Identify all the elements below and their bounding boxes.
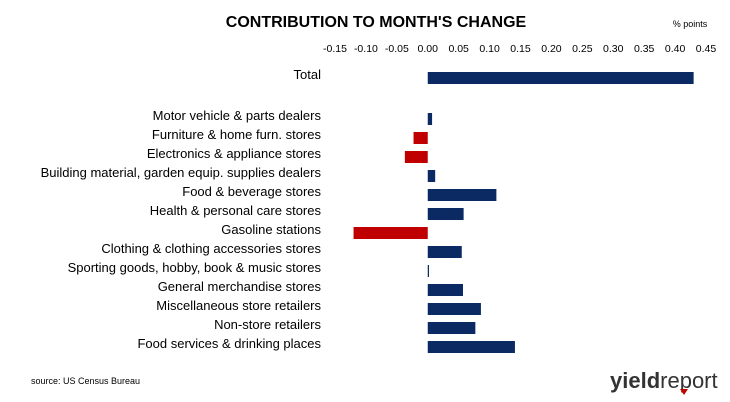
bar	[427, 246, 462, 258]
category-label: Health & personal care stores	[150, 203, 322, 218]
x-tick-label: 0.35	[634, 43, 655, 55]
source-note: source: US Census Bureau	[31, 376, 140, 386]
bar	[427, 322, 476, 334]
x-tick-label: 0.45	[696, 43, 717, 55]
bar	[404, 151, 428, 163]
bar	[427, 72, 694, 84]
logo-text-bold: yield	[610, 368, 660, 393]
category-labels: Total Motor vehicle & parts dealers Furnit…	[41, 67, 322, 351]
category-label: Building material, garden equip. supplie…	[41, 165, 322, 180]
category-label: Electronics & appliance stores	[147, 146, 322, 161]
bar	[427, 113, 433, 125]
category-label: Clothing & clothing accessories stores	[101, 241, 321, 256]
category-label: Food services & drinking places	[137, 336, 321, 351]
x-axis: -0.15 -0.10 -0.05 0.00 0.05 0.10 0.15 0.20 0.25 0…	[323, 43, 716, 55]
category-label: Total	[294, 67, 322, 82]
category-label: Sporting goods, hobby, book & music stor…	[68, 260, 322, 275]
svg-text:yieldreport: yieldreport	[610, 368, 718, 393]
bars	[353, 72, 694, 353]
category-label: Non-store retailers	[214, 317, 321, 332]
category-label: Gasoline stations	[221, 222, 321, 237]
category-label: Furniture & home furn. stores	[152, 127, 322, 142]
x-tick-label: -0.05	[385, 43, 409, 55]
category-label: Miscellaneous store retailers	[156, 298, 321, 313]
bar	[427, 341, 515, 353]
chart-title: CONTRIBUTION TO MONTH'S CHANGE	[226, 14, 527, 31]
units-label: % points	[673, 19, 708, 29]
x-tick-label: 0.15	[510, 43, 531, 55]
x-tick-label: 0.40	[665, 43, 686, 55]
bar	[427, 284, 463, 296]
x-tick-label: 0.05	[448, 43, 469, 55]
x-tick-label: 0.00	[418, 43, 439, 55]
bar	[427, 189, 497, 201]
x-tick-label: -0.10	[354, 43, 378, 55]
x-tick-label: 0.20	[541, 43, 562, 55]
bar	[427, 208, 464, 220]
yieldreport-logo: yieldreport	[610, 368, 718, 395]
x-tick-label: 0.10	[479, 43, 500, 55]
x-tick-label: 0.30	[603, 43, 624, 55]
bar	[413, 132, 428, 144]
logo-accent-mark	[680, 389, 688, 395]
bar	[427, 303, 481, 315]
bar	[427, 170, 436, 182]
logo-text-regular: report	[660, 368, 717, 393]
bar	[353, 227, 428, 239]
bar	[427, 265, 429, 277]
category-label: Food & beverage stores	[182, 184, 321, 199]
category-label: Motor vehicle & parts dealers	[153, 108, 322, 123]
category-label: General merchandise stores	[158, 279, 322, 294]
x-tick-label: -0.15	[323, 43, 347, 55]
x-tick-label: 0.25	[572, 43, 593, 55]
